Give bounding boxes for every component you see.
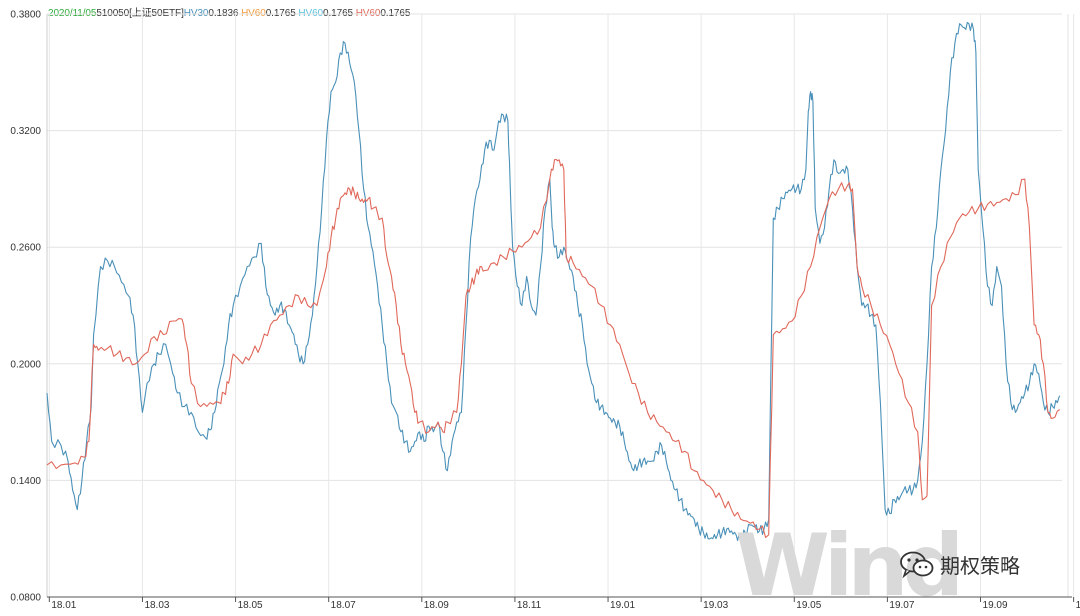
wechat-icon [900, 551, 934, 578]
y-tick-label: 0.3200 [10, 126, 41, 137]
x-tick-label: 18.09 [424, 600, 449, 611]
x-tick-label: 19.01 [610, 600, 635, 611]
x-tick-label: 18.05 [238, 600, 263, 611]
brand-text: 期权策略 [940, 554, 1020, 578]
y-axis: 0.0800 0.1400 0.2000 0.2600 0.3200 0.3800 [10, 10, 48, 604]
x-tick-label: 18.07 [331, 600, 356, 611]
x-tick-label: 19.09 [983, 600, 1008, 611]
brand-badge: 期权策略 [900, 550, 1020, 579]
x-tick-label: 19.07 [889, 600, 914, 611]
x-tick-label: 18.03 [144, 600, 169, 611]
y-tick-label: 0.2600 [10, 243, 41, 254]
x-tick-label: 19.05 [796, 600, 821, 611]
series-line-hv60-1 [46, 158, 1061, 539]
x-tick-label: 19.11 [1076, 600, 1080, 611]
x-tick-label: 18.11 [517, 600, 542, 611]
grid-lines [47, 13, 1075, 598]
y-tick-label: 0.0800 [10, 593, 41, 604]
x-axis: 18.01 18.03 18.05 18.07 18.09 18.11 19.01 19.03… [47, 596, 1080, 611]
y-tick-label: 0.1400 [10, 476, 41, 487]
x-tick-label: 18.01 [51, 600, 76, 611]
series-lines [46, 21, 1061, 543]
x-tick-label: 19.03 [703, 600, 728, 611]
series-line-hv30-0 [46, 21, 1061, 543]
y-tick-label: 0.3800 [10, 10, 41, 21]
y-tick-label: 0.2000 [10, 359, 41, 370]
